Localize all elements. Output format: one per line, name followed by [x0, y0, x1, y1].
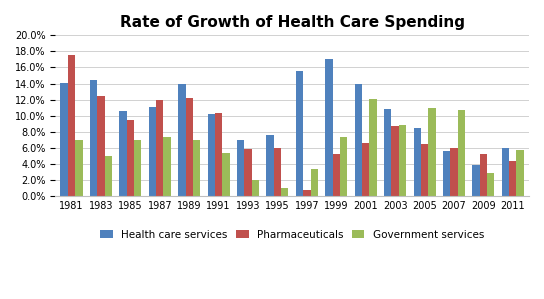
- Bar: [384, 109, 392, 196]
- Bar: [222, 152, 230, 196]
- Bar: [450, 148, 458, 196]
- Bar: [104, 156, 112, 196]
- Bar: [127, 120, 134, 196]
- Bar: [516, 150, 524, 196]
- Bar: [296, 71, 303, 196]
- Bar: [274, 148, 281, 196]
- Bar: [163, 137, 171, 196]
- Bar: [90, 80, 97, 196]
- Bar: [355, 84, 362, 196]
- Bar: [340, 137, 347, 196]
- Bar: [119, 111, 127, 196]
- Bar: [502, 148, 509, 196]
- Bar: [458, 110, 465, 196]
- Bar: [215, 113, 222, 196]
- Bar: [472, 165, 480, 196]
- Legend: Health care services, Pharmaceuticals, Government services: Health care services, Pharmaceuticals, G…: [96, 225, 488, 244]
- Bar: [267, 135, 274, 196]
- Bar: [68, 55, 75, 196]
- Bar: [156, 100, 163, 196]
- Bar: [97, 96, 104, 196]
- Bar: [178, 84, 186, 196]
- Bar: [421, 144, 428, 196]
- Bar: [480, 154, 487, 196]
- Bar: [362, 143, 369, 196]
- Bar: [149, 107, 156, 196]
- Bar: [413, 128, 421, 196]
- Bar: [281, 188, 288, 196]
- Bar: [443, 151, 450, 196]
- Bar: [332, 154, 340, 196]
- Bar: [369, 99, 377, 196]
- Bar: [75, 140, 83, 196]
- Bar: [208, 114, 215, 196]
- Bar: [134, 140, 141, 196]
- Title: Rate of Growth of Health Care Spending: Rate of Growth of Health Care Spending: [120, 15, 465, 30]
- Bar: [325, 60, 332, 196]
- Bar: [244, 149, 252, 196]
- Bar: [392, 126, 399, 196]
- Bar: [399, 124, 406, 196]
- Bar: [303, 190, 311, 196]
- Bar: [193, 140, 200, 196]
- Bar: [428, 108, 436, 196]
- Bar: [60, 83, 68, 196]
- Bar: [487, 173, 494, 196]
- Bar: [252, 180, 259, 196]
- Bar: [311, 169, 318, 196]
- Bar: [509, 161, 516, 196]
- Bar: [237, 140, 244, 196]
- Bar: [186, 98, 193, 196]
